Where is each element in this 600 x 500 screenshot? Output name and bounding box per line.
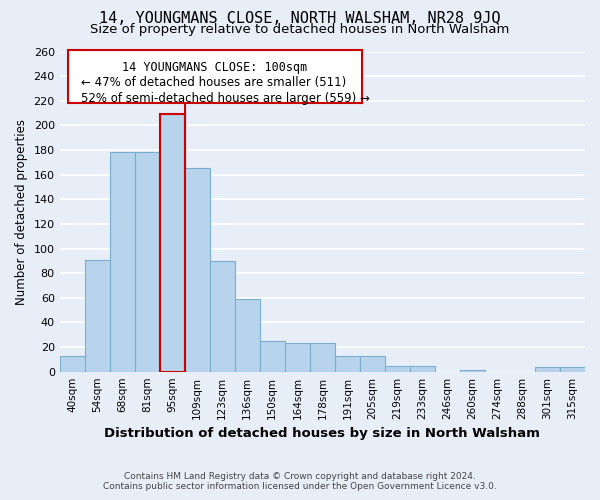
Bar [260,341,285,372]
Bar [535,367,560,372]
Bar [360,356,385,372]
Bar [310,344,335,371]
Bar [160,114,185,372]
Bar [560,367,585,372]
Bar [335,356,360,372]
Text: 52% of semi-detached houses are larger (559) →: 52% of semi-detached houses are larger (… [80,92,370,105]
Bar [135,152,160,372]
X-axis label: Distribution of detached houses by size in North Walsham: Distribution of detached houses by size … [104,427,540,440]
Text: Size of property relative to detached houses in North Walsham: Size of property relative to detached ho… [91,22,509,36]
Y-axis label: Number of detached properties: Number of detached properties [15,118,28,304]
Bar [110,152,135,372]
Bar [385,366,410,372]
Bar [210,261,235,372]
Bar [235,299,260,372]
FancyBboxPatch shape [68,50,362,102]
Bar [59,356,85,372]
Bar [285,344,310,371]
Text: 14, YOUNGMANS CLOSE, NORTH WALSHAM, NR28 9JQ: 14, YOUNGMANS CLOSE, NORTH WALSHAM, NR28… [99,11,501,26]
Text: 14 YOUNGMANS CLOSE: 100sqm: 14 YOUNGMANS CLOSE: 100sqm [122,61,307,74]
Text: Contains HM Land Registry data © Crown copyright and database right 2024.
Contai: Contains HM Land Registry data © Crown c… [103,472,497,491]
Bar [410,366,435,372]
Bar [185,168,210,372]
Bar [460,370,485,372]
Bar [85,260,110,372]
Text: ← 47% of detached houses are smaller (511): ← 47% of detached houses are smaller (51… [80,76,346,90]
